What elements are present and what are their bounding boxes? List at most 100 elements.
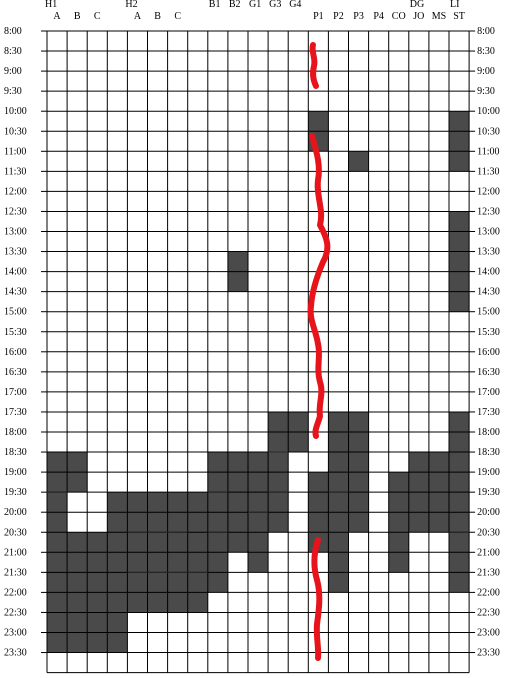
- time-label-left: 13:00: [4, 227, 27, 238]
- time-label-right: 11:00: [477, 146, 499, 157]
- time-label-left: 21:30: [4, 567, 27, 578]
- time-label-right: 22:30: [477, 607, 500, 618]
- column-label: A: [53, 11, 61, 22]
- time-label-left: 21:00: [4, 547, 27, 558]
- time-label-left: 12:30: [4, 206, 27, 217]
- time-label-right: 21:00: [477, 547, 500, 558]
- occupied-block-17: [328, 411, 349, 593]
- time-label-left: 10:00: [4, 106, 27, 117]
- occupied-block-25: [449, 411, 470, 593]
- group-label: G4: [289, 0, 301, 10]
- time-label-left: 23:30: [4, 648, 27, 659]
- time-label-left: 9:30: [4, 86, 22, 97]
- time-label-left: 20:00: [4, 507, 27, 518]
- time-label-right: 18:00: [477, 427, 500, 438]
- time-label-right: 13:30: [477, 247, 500, 258]
- occupied-block-24: [449, 211, 470, 312]
- time-label-right: 11:30: [477, 166, 499, 177]
- time-label-left: 19:30: [4, 487, 27, 498]
- time-label-right: 20:30: [477, 527, 500, 538]
- time-label-left: 22:00: [4, 587, 27, 598]
- time-label-left: 12:00: [4, 186, 27, 197]
- occupied-block-18: [348, 151, 369, 172]
- axis-labels: 8:00 8:00 8:30 8:30 9:00 9:00 9:30 9:30 10:00 10:…: [4, 0, 500, 659]
- time-label-left: 20:30: [4, 527, 27, 538]
- time-label-left: 14:00: [4, 267, 27, 278]
- time-label-right: 14:00: [477, 267, 500, 278]
- column-label: CO: [392, 11, 406, 22]
- time-label-right: 8:30: [477, 46, 495, 57]
- group-label: B2: [229, 0, 241, 10]
- time-label-left: 8:30: [4, 46, 22, 57]
- column-label: P4: [373, 11, 384, 22]
- time-label-left: 11:00: [4, 146, 26, 157]
- time-label-left: 17:30: [4, 407, 27, 418]
- time-label-left: 22:30: [4, 607, 27, 618]
- time-label-right: 17:30: [477, 407, 500, 418]
- time-label-left: 18:00: [4, 427, 27, 438]
- red-marker-stroke-3: [311, 537, 323, 661]
- column-label: P1: [313, 11, 324, 22]
- red-marker-stroke-2: [307, 133, 331, 439]
- time-label-left: 8:00: [4, 26, 22, 37]
- time-label-left: 18:30: [4, 447, 27, 458]
- occupied-cells: [47, 111, 470, 653]
- column-label: MS: [432, 11, 446, 22]
- time-label-right: 16:00: [477, 347, 500, 358]
- occupied-block-20: [388, 472, 409, 573]
- time-label-left: 9:00: [4, 66, 22, 77]
- group-label: B1: [209, 0, 221, 10]
- time-label-left: 13:30: [4, 247, 27, 258]
- occupied-block-23: [449, 111, 470, 172]
- time-label-right: 22:00: [477, 587, 500, 598]
- time-label-left: 23:00: [4, 628, 27, 639]
- column-label: B: [74, 11, 81, 22]
- time-label-right: 19:00: [477, 467, 500, 478]
- time-label-right: 12:00: [477, 186, 500, 197]
- group-label: DG: [410, 0, 424, 10]
- time-label-left: 19:00: [4, 467, 27, 478]
- column-label: P3: [353, 11, 364, 22]
- red-marker-stroke-1: [309, 42, 319, 89]
- group-label: H1: [45, 0, 57, 10]
- column-label: A: [134, 11, 142, 22]
- time-label-right: 20:00: [477, 507, 500, 518]
- time-label-right: 14:30: [477, 287, 500, 298]
- time-label-right: 15:00: [477, 307, 500, 318]
- time-label-left: 16:00: [4, 347, 27, 358]
- group-label: G1: [249, 0, 261, 10]
- time-label-right: 15:30: [477, 327, 500, 338]
- grid-lines: [41, 30, 476, 674]
- time-label-left: 14:30: [4, 287, 27, 298]
- time-label-right: 21:30: [477, 567, 500, 578]
- group-label: LI: [450, 0, 459, 10]
- time-label-right: 9:30: [477, 86, 495, 97]
- time-label-right: 16:30: [477, 367, 500, 378]
- time-label-left: 15:30: [4, 327, 27, 338]
- red-marker-line: [307, 42, 331, 661]
- time-label-right: 12:30: [477, 206, 500, 217]
- time-label-right: 23:30: [477, 648, 500, 659]
- time-label-left: 17:00: [4, 387, 27, 398]
- time-label-right: 17:00: [477, 387, 500, 398]
- time-label-right: 13:00: [477, 227, 500, 238]
- time-label-left: 11:30: [4, 166, 26, 177]
- time-label-right: 23:00: [477, 628, 500, 639]
- occupied-block-9: [207, 452, 228, 593]
- time-label-left: 16:30: [4, 367, 27, 378]
- time-label-right: 10:00: [477, 106, 500, 117]
- group-label: H2: [125, 0, 137, 10]
- group-label: G3: [269, 0, 281, 10]
- column-label: C: [174, 11, 181, 22]
- column-label: B: [154, 11, 161, 22]
- column-label: JO: [413, 11, 424, 22]
- column-label: P2: [333, 11, 344, 22]
- column-label: ST: [453, 11, 465, 22]
- time-label-right: 10:30: [477, 126, 500, 137]
- occupied-block-11: [227, 452, 248, 553]
- time-label-right: 18:30: [477, 447, 500, 458]
- time-label-right: 19:30: [477, 487, 500, 498]
- time-label-left: 15:00: [4, 307, 27, 318]
- column-label: C: [94, 11, 101, 22]
